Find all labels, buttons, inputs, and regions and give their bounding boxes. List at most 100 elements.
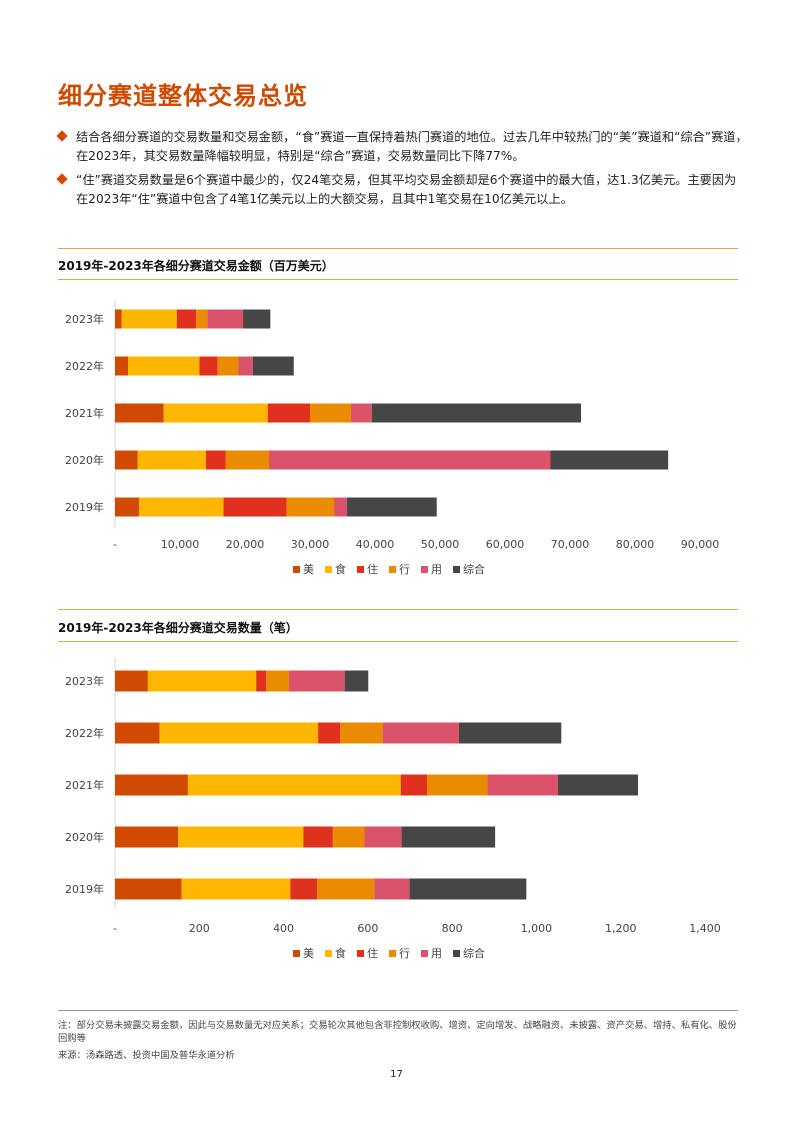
bar-segment <box>340 722 383 744</box>
category-label: 2019年 <box>65 882 104 896</box>
bar-segment <box>256 670 267 692</box>
bar-segment <box>290 878 318 900</box>
bar-segment <box>139 497 224 517</box>
x-tick-label: 50,000 <box>421 538 460 551</box>
bar-segment <box>364 826 402 848</box>
section-divider <box>58 609 738 610</box>
x-tick-label: 400 <box>273 922 294 935</box>
bar-segment <box>115 403 164 423</box>
bar-segment <box>115 722 160 744</box>
bar-segment <box>317 878 375 900</box>
bar-segment <box>400 774 428 796</box>
x-tick-label: 30,000 <box>291 538 330 551</box>
bar-segment <box>178 826 304 848</box>
bar-segment <box>374 878 410 900</box>
page-number: 17 <box>390 1069 403 1080</box>
legend-label: 住 <box>367 946 378 960</box>
bar-segment <box>267 403 310 423</box>
bar-segment <box>427 774 488 796</box>
source-note: 来源：汤森路透、投资中国及普华永道分析 <box>58 1050 235 1061</box>
legend-swatch <box>453 566 460 573</box>
legend-swatch <box>389 950 396 957</box>
section-divider <box>58 279 738 280</box>
bar-segment <box>252 356 294 376</box>
legend-swatch <box>389 566 396 573</box>
bar-segment <box>266 670 290 692</box>
category-label: 2023年 <box>65 674 104 688</box>
x-tick-label: 60,000 <box>486 538 525 551</box>
bullet-item: 结合各细分赛道的交易数量和交易金额，“食”赛道一直保持着热门赛道的地位。过去几年… <box>56 128 748 166</box>
x-tick-label: 40,000 <box>356 538 395 551</box>
bar-segment <box>176 309 197 329</box>
bullet-text: “住”赛道交易数量是6个赛道中最少的，仅24笔交易，但其平均交易金额却是6个赛道… <box>76 173 737 206</box>
bar-segment <box>332 826 365 848</box>
legend-label: 美 <box>303 947 314 960</box>
page-title: 细分赛道整体交易总览 <box>58 82 308 110</box>
bar-segment <box>557 774 638 796</box>
legend-label: 美 <box>303 563 314 576</box>
x-tick-label: 70,000 <box>551 538 590 551</box>
bar-segment <box>225 450 270 470</box>
bar-segment <box>115 826 179 848</box>
chart-title: 2019年-2023年各细分赛道交易数量（笔） <box>58 621 298 635</box>
bullet-text: 结合各细分赛道的交易数量和交易金额，“食”赛道一直保持着热门赛道的地位。过去几年… <box>76 130 748 163</box>
x-tick-label: 1,400 <box>689 922 721 935</box>
legend-label: 住 <box>367 562 378 576</box>
legend-label: 食 <box>335 562 346 576</box>
bar-segment <box>217 356 239 376</box>
diamond-bullet-icon <box>56 173 68 185</box>
bar-segment <box>187 774 401 796</box>
x-tick-label: 20,000 <box>226 538 265 551</box>
footnote-divider <box>58 1010 738 1011</box>
legend-label: 综合 <box>463 562 485 576</box>
bar-segment <box>115 356 128 376</box>
bar-segment <box>269 450 551 470</box>
category-label: 2022年 <box>65 726 104 740</box>
category-label: 2019年 <box>65 500 104 514</box>
category-label: 2020年 <box>65 830 104 844</box>
x-tick-label: 1,000 <box>521 922 553 935</box>
bar-segment <box>382 722 459 744</box>
bar-segment <box>137 450 206 470</box>
bar-segment <box>334 497 348 517</box>
legend-swatch <box>325 950 332 957</box>
category-label: 2021年 <box>65 406 104 420</box>
bar-segment <box>163 403 268 423</box>
x-tick-label: 80,000 <box>616 538 655 551</box>
bar-segment <box>128 356 200 376</box>
count-bar-chart: 2023年 2022年 2021年 2020年 2019年 - 200 400 600 800 1,… <box>65 657 721 960</box>
legend-label: 用 <box>431 563 442 576</box>
diamond-bullet-icon <box>56 130 68 142</box>
bullet-list: 结合各细分赛道的交易数量和交易金额，“食”赛道一直保持着热门赛道的地位。过去几年… <box>56 128 748 214</box>
bar-segment <box>487 774 558 796</box>
bar-segment <box>550 450 669 470</box>
section-divider <box>58 641 738 642</box>
legend-swatch <box>293 950 300 957</box>
bar-segment <box>147 670 257 692</box>
amount-bar-chart: 2023年 2022年 2021年 2020年 2019年 - 10,000 20,000 30… <box>65 300 720 576</box>
legend-swatch <box>357 950 364 957</box>
bar-segment <box>289 670 345 692</box>
legend-swatch <box>325 566 332 573</box>
chart-title: 2019年-2023年各细分赛道交易金额（百万美元） <box>58 259 334 273</box>
bar-segment <box>115 309 122 329</box>
x-tick-label: - <box>113 922 117 935</box>
legend-swatch <box>453 950 460 957</box>
bar-segment <box>115 878 182 900</box>
x-tick-label: 90,000 <box>681 538 720 551</box>
bar-segment <box>401 826 496 848</box>
bar-segment <box>238 356 253 376</box>
bar-segment <box>115 450 138 470</box>
bar-segment <box>115 670 148 692</box>
bar-segment <box>243 309 271 329</box>
bar-segment <box>196 309 208 329</box>
bar-segment <box>409 878 527 900</box>
bar-segment <box>303 826 333 848</box>
x-tick-label: 800 <box>442 922 463 935</box>
legend-label: 用 <box>431 947 442 960</box>
bar-segment <box>344 670 369 692</box>
category-label: 2020年 <box>65 453 104 467</box>
bar-segment <box>458 722 562 744</box>
bar-segment <box>318 722 341 744</box>
category-label: 2022年 <box>65 359 104 373</box>
